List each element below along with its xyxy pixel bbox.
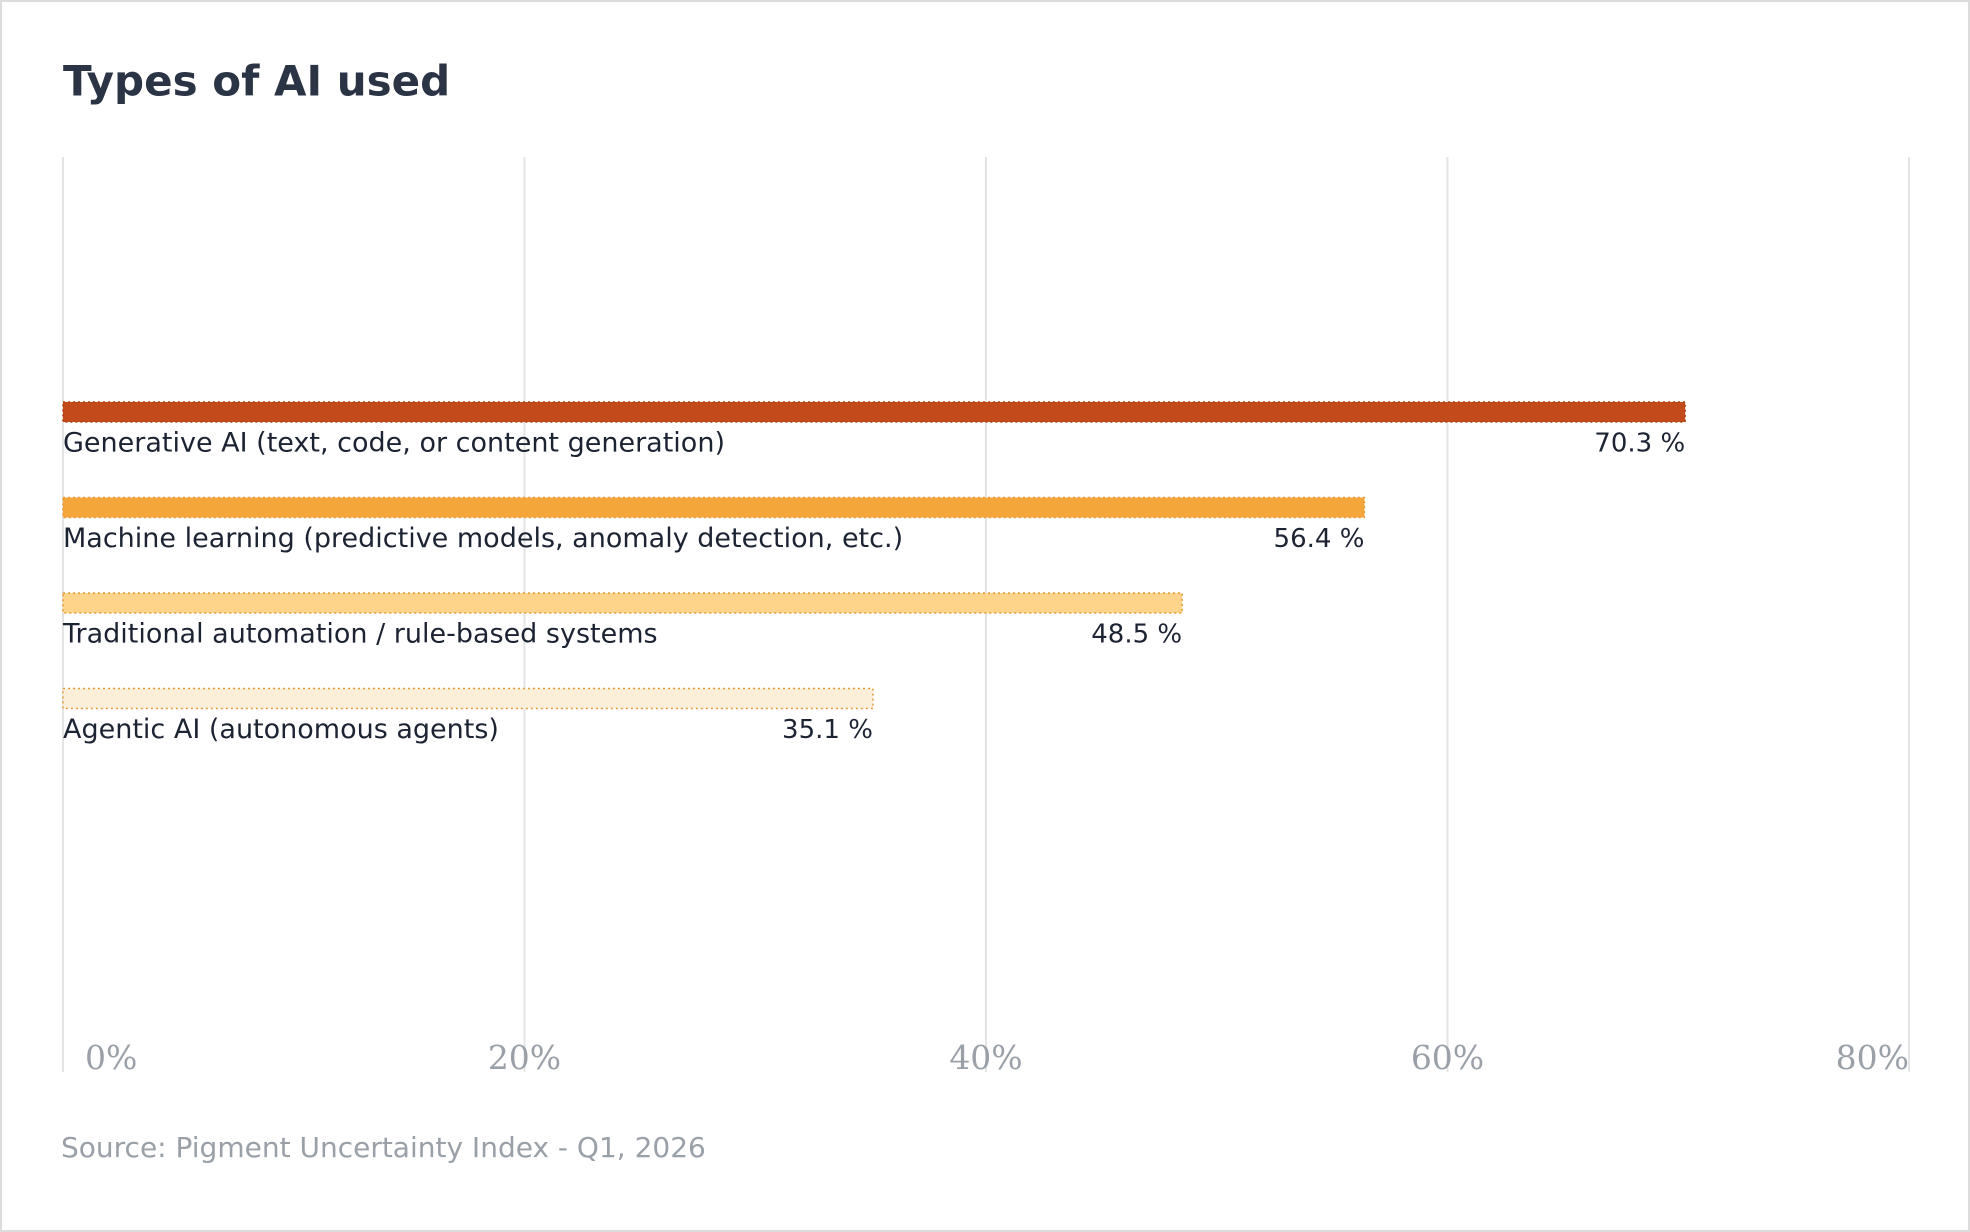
chart-title: Types of AI used [63, 57, 450, 106]
bar [62, 592, 1183, 614]
value-label: 35.1 % [782, 715, 873, 745]
x-tick-label: 0% [85, 1038, 137, 1077]
value-label: 56.4 % [1274, 524, 1365, 554]
x-tick-label: 60% [1411, 1038, 1484, 1077]
category-label: Traditional automation / rule-based syst… [62, 619, 658, 650]
value-label: 48.5 % [1091, 620, 1182, 650]
bar [62, 401, 1686, 423]
value-label: 70.3 % [1594, 429, 1685, 459]
x-tick-label: 40% [949, 1038, 1022, 1077]
bar [62, 496, 1366, 519]
category-label: Machine learning (predictive models, ano… [63, 523, 903, 554]
category-label: Agentic AI (autonomous agents) [63, 714, 499, 745]
category-label: Generative AI (text, code, or content ge… [63, 428, 725, 459]
x-tick-label: 20% [488, 1038, 561, 1077]
x-tick-label: 80% [1836, 1038, 1909, 1077]
bar [62, 687, 874, 710]
source: Source: Pigment Uncertainty Index - Q1, … [61, 1131, 706, 1164]
